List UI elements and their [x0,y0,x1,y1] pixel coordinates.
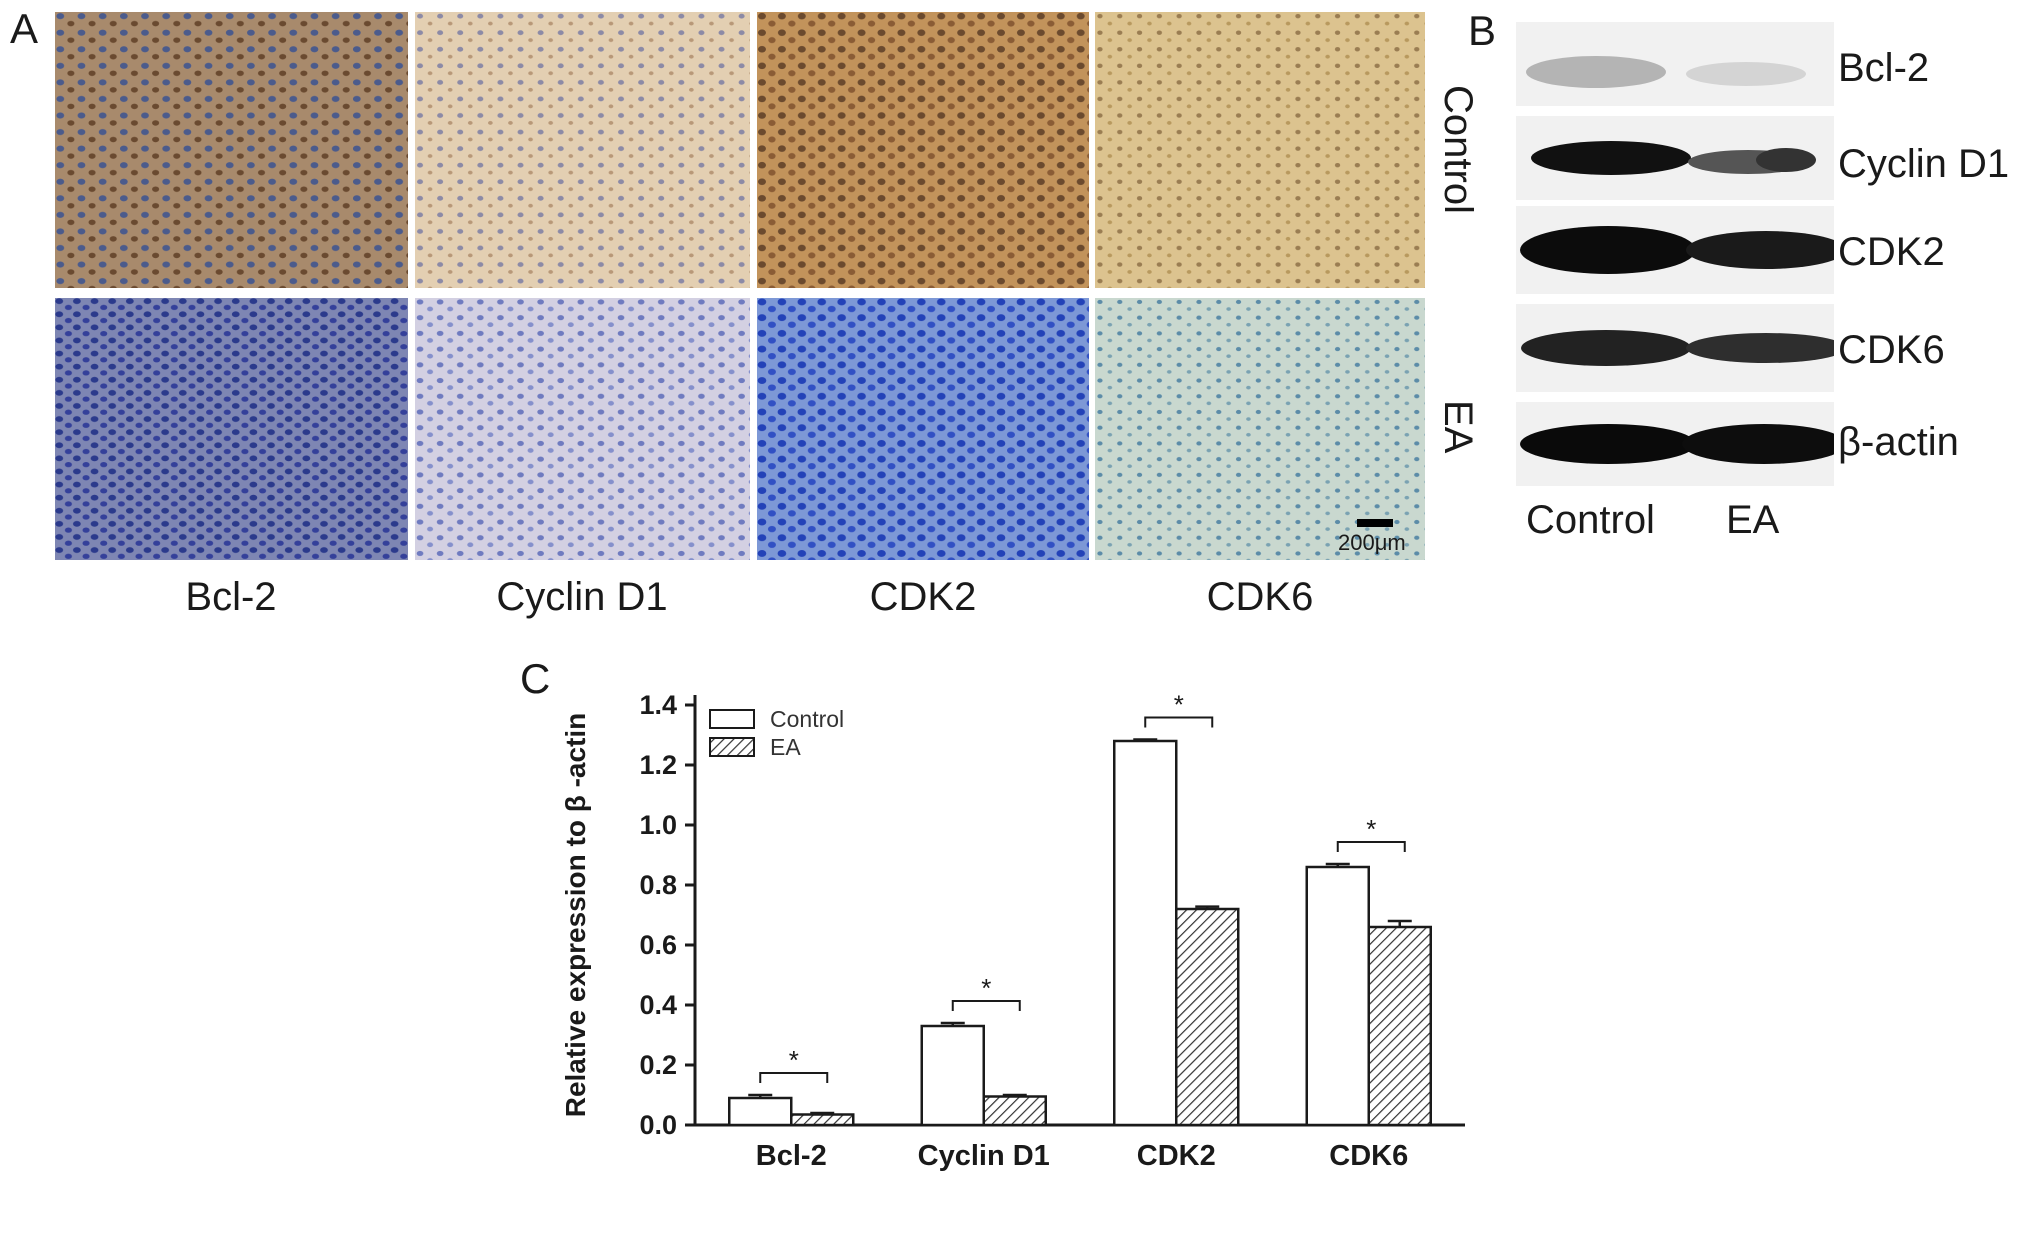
y-tick-label: 1.4 [639,690,677,720]
ihc-ea-cdk2 [757,298,1089,560]
legend-swatch-control [709,709,755,729]
blot-cyclind1 [1516,116,1834,200]
blot-label-cyclind1: Cyclin D1 [1838,142,2010,186]
x-tick-label: Bcl-2 [756,1140,827,1172]
blot-beta-actin [1516,402,1834,486]
scale-bar-label: 200μm [1338,530,1406,555]
panel-b-letter: B [1468,7,1497,54]
row-label-ea: EA [1436,400,1480,454]
x-tick-label: CDK2 [1137,1140,1216,1172]
bar-ea [982,1095,1047,1127]
scale-bar [1357,519,1393,527]
lane-label-ea: EA [1726,498,1780,542]
blot-label-cdk6: CDK6 [1838,328,1945,372]
blot-label-beta-actin: β-actin [1838,420,1959,464]
significance-bracket [759,1072,829,1083]
ihc-control-bcl2 [55,12,408,288]
significance-bracket [1336,841,1406,852]
ihc-control-cdk6 [1095,12,1425,288]
x-tick-label: CDK6 [1329,1140,1408,1172]
y-axis-label: Relative expression to β -actin [560,713,591,1118]
legend-label: EA [770,734,801,760]
ihc-control-cyclind1 [415,12,750,288]
y-tick-label: 0.0 [639,1110,677,1140]
y-tick-label: 0.6 [639,930,677,960]
blot-bcl2 [1516,22,1834,106]
lane-label-control: Control [1526,498,1655,542]
y-tick-label: 0.4 [639,990,677,1020]
row-label-control: Control [1436,85,1480,214]
bar-chart: 0.0 0.2 0.4 0.6 0.8 1.0 1.2 1.4 Relative express… [560,690,1465,1172]
blot-label-bcl2: Bcl-2 [1838,46,1930,90]
col-label-bcl2: Bcl-2 [185,575,277,619]
ihc-control-cdk2 [757,12,1089,288]
significance-star: * [981,973,991,1003]
bar-ea [1367,925,1432,1127]
y-tick-label: 0.8 [639,870,677,900]
significance-star: * [1366,814,1376,844]
col-label-cdk6: CDK6 [1206,575,1314,619]
ihc-ea-cdk6 [1095,298,1425,560]
significance-star: * [789,1045,799,1075]
bar-control [1305,865,1370,1127]
y-tick-label: 1.2 [639,750,677,780]
significance-bracket [1144,716,1214,728]
significance-bracket [951,1000,1021,1011]
panel-a-letter: A [10,5,39,52]
x-tick-label: Cyclin D1 [918,1140,1050,1172]
blot-cdk6 [1516,304,1834,392]
col-label-cyclind1: Cyclin D1 [496,575,668,619]
col-label-cdk2: CDK2 [869,575,977,619]
bar-control [1113,739,1178,1127]
legend-swatch-ea [709,737,755,757]
y-tick-label: 1.0 [639,810,677,840]
ihc-ea-bcl2 [55,298,408,560]
blot-label-cdk2: CDK2 [1838,230,1945,274]
blot-cdk2 [1516,206,1834,294]
bar-control [728,1096,793,1127]
y-tick-label: 0.2 [639,1050,677,1080]
legend-label: Control [770,706,844,732]
panel-c-letter: C [520,655,551,702]
significance-star: * [1174,690,1184,720]
ihc-ea-cyclind1 [415,298,750,560]
bar-control [920,1024,985,1127]
bar-ea [1175,907,1240,1127]
bar-ea [790,1113,855,1127]
